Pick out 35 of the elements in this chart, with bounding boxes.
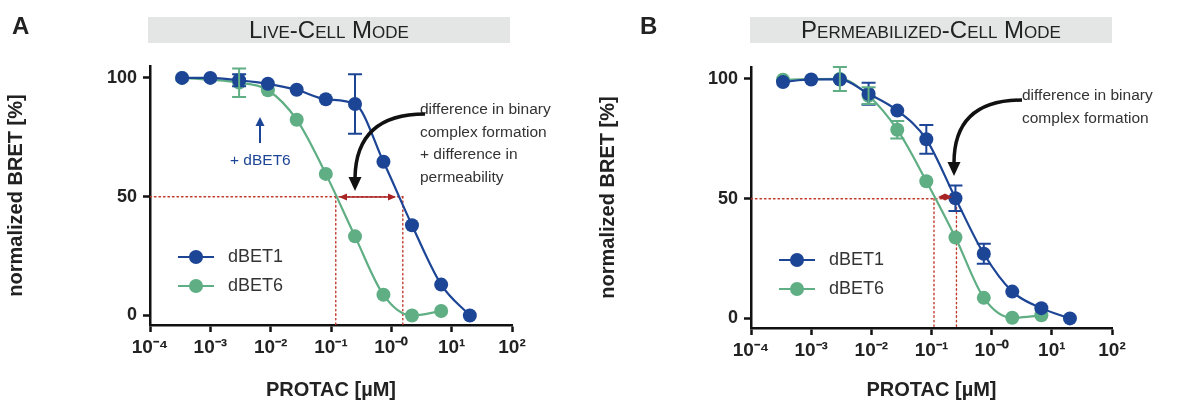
chart-title: Permeabilized-Cell Mode — [750, 16, 1112, 43]
text: B — [640, 12, 658, 40]
x-tick-label: 10⁻³ — [794, 338, 828, 360]
x-tick-label: 10¹ — [437, 335, 466, 357]
x-tick-label: 10⁻² — [253, 335, 288, 357]
chart-title: Live-Cell Mode — [148, 16, 510, 43]
x-tick-label: 10² — [498, 335, 526, 357]
legend-label: dBET1 — [829, 248, 885, 269]
annotation: difference in binary complex formation — [1022, 85, 1153, 128]
legend-label: dBET1 — [228, 245, 284, 266]
x-tick-label: 10² — [1098, 338, 1126, 360]
x-tick-label: 10⁻⁰ — [974, 338, 1009, 360]
annotation: difference in binary complex formation + difference in permeability — [420, 99, 551, 187]
y-axis-title: normalized BRET [%] — [3, 94, 26, 297]
y-tick-label: 0 — [126, 304, 137, 325]
legend-label: dBET6 — [228, 274, 284, 295]
x-axis-title: PROTAC [µM] — [265, 377, 397, 400]
x-tick-label: 10⁻⁴ — [732, 338, 770, 360]
y-axis-title: normalized BRET [%] — [595, 96, 618, 299]
x-tick-label: 10⁻⁰ — [374, 335, 409, 357]
x-tick-label: 10¹ — [1038, 338, 1066, 360]
y-tick-label: 100 — [106, 66, 137, 87]
x-tick-label: 10⁻³ — [193, 335, 228, 357]
y-tick-label: 0 — [727, 307, 738, 328]
legend-label: dBET6 — [829, 277, 885, 298]
y-tick-label: 50 — [717, 187, 738, 208]
text: A — [12, 12, 30, 40]
y-tick-label: 50 — [116, 185, 137, 206]
x-tick-label: 10⁻¹ — [314, 335, 348, 357]
x-tick-label: 10⁻⁴ — [131, 335, 169, 357]
annotation: + dBET6 — [230, 150, 291, 170]
y-tick-label: 100 — [707, 67, 738, 88]
x-tick-label: 10⁻¹ — [914, 338, 949, 360]
x-tick-label: 10⁻² — [854, 338, 889, 360]
x-axis-title: PROTAC [µM] — [866, 377, 997, 400]
